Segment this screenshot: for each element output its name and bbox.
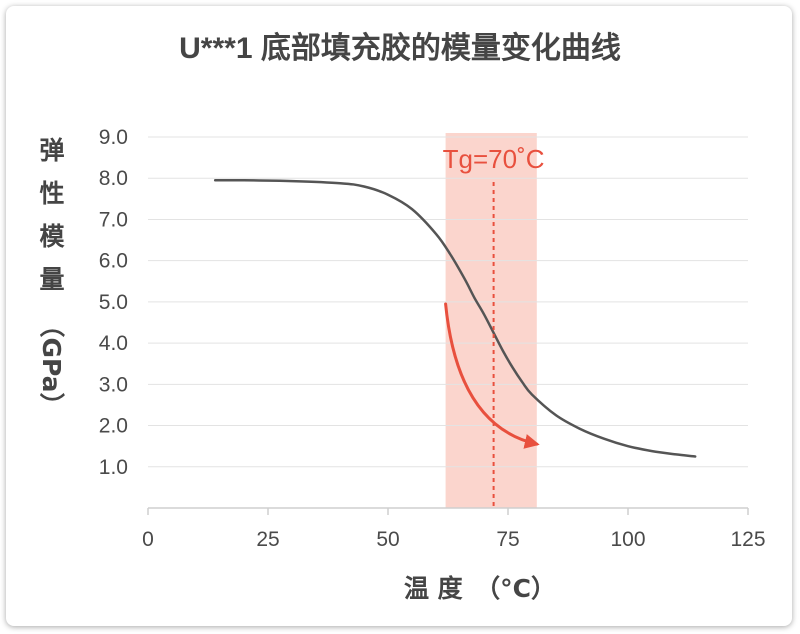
y-tick-label: 5.0 [99, 291, 128, 314]
y-axis-label-char: 弹 [39, 136, 64, 165]
gridlines [148, 136, 748, 468]
y-tick-label: 8.0 [99, 167, 128, 190]
x-tick-label: 25 [256, 528, 279, 551]
tick-labels: 1.0 2.0 3.0 4.0 5.0 6.0 7.0 8.0 9.0 0 25 50 75 100 125 [99, 126, 766, 551]
y-axis-label-unit: （GPa） [37, 312, 66, 417]
chart-card [6, 6, 792, 626]
y-tick-label: 7.0 [99, 208, 128, 231]
modulus-series-line [213, 178, 697, 458]
y-tick-label: 1.0 [99, 456, 128, 479]
y-axis-label-char: 模 [39, 222, 65, 251]
x-tick-label: 50 [376, 528, 399, 551]
y-tick-label: 4.0 [99, 332, 128, 355]
decrease-arrow [444, 302, 540, 449]
annotation-layer: Tg=70˚C [443, 144, 545, 508]
x-tick-label: 75 [496, 528, 519, 551]
chart-title: U***1 底部填充胶的模量变化曲线 [179, 31, 621, 65]
y-tick-label: 9.0 [99, 126, 128, 149]
tg-band-layer [445, 133, 537, 508]
x-tick-label: 0 [142, 528, 154, 551]
y-axis-label-char: 量 [39, 265, 64, 294]
tg-label: Tg=70˚C [443, 144, 545, 174]
axes [147, 507, 749, 515]
y-axis-label-char: 性 [39, 179, 64, 208]
y-tick-label: 6.0 [99, 250, 128, 273]
y-tick-label: 3.0 [99, 373, 128, 396]
x-tick-label: 100 [610, 528, 645, 551]
series-layer [213, 178, 697, 458]
tg-band [445, 133, 537, 508]
y-tick-label: 2.0 [99, 415, 128, 438]
x-axis-label: 温 度 （°C） [404, 574, 556, 603]
x-tick-label: 125 [730, 528, 765, 551]
